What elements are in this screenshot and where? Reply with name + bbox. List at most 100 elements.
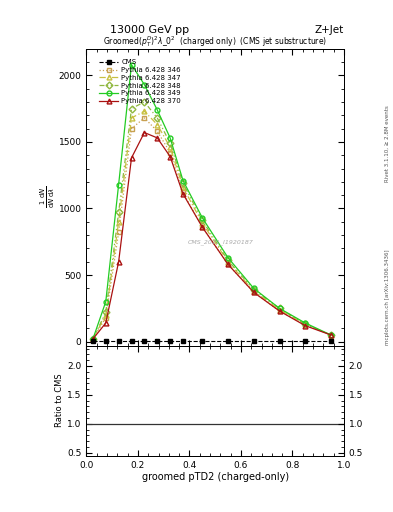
Pythia 6.428 348 [181, 180, 185, 186]
Pythia 6.428 346 [277, 308, 282, 314]
Pythia 6.428 370 [200, 224, 205, 230]
Pythia 6.428 370 [168, 154, 173, 160]
Pythia 6.428 348 [226, 258, 230, 264]
CMS [90, 338, 95, 344]
Line: Pythia 6.428 347: Pythia 6.428 347 [90, 109, 333, 342]
Pythia 6.428 346 [329, 332, 333, 338]
Pythia 6.428 346 [155, 128, 160, 134]
Text: mcplots.cern.ch [arXiv:1306.3436]: mcplots.cern.ch [arXiv:1306.3436] [385, 249, 390, 345]
Pythia 6.428 346 [181, 189, 185, 196]
Pythia 6.428 349 [181, 178, 185, 184]
Line: Pythia 6.428 370: Pythia 6.428 370 [90, 130, 333, 342]
Text: CMS_2021_I1920187: CMS_2021_I1920187 [187, 239, 253, 245]
Legend: CMS, Pythia 6.428 346, Pythia 6.428 347, Pythia 6.428 348, Pythia 6.428 349, Pyt: CMS, Pythia 6.428 346, Pythia 6.428 347,… [97, 58, 182, 105]
Line: Pythia 6.428 349: Pythia 6.428 349 [90, 62, 333, 342]
Pythia 6.428 347 [200, 220, 205, 226]
Y-axis label: $\frac{1}{\mathrm{d}N}\frac{\mathrm{d}N}{\mathrm{d}\lambda}$: $\frac{1}{\mathrm{d}N}\frac{\mathrm{d}N}… [39, 186, 57, 208]
Pythia 6.428 347 [329, 332, 333, 338]
CMS [277, 338, 282, 344]
Pythia 6.428 346 [142, 115, 147, 121]
Pythia 6.428 349 [129, 61, 134, 68]
Text: Rivet 3.1.10, ≥ 2.8M events: Rivet 3.1.10, ≥ 2.8M events [385, 105, 390, 182]
Pythia 6.428 349 [303, 320, 308, 326]
Line: Pythia 6.428 346: Pythia 6.428 346 [90, 116, 333, 342]
Pythia 6.428 346 [103, 315, 108, 321]
Pythia 6.428 370 [116, 259, 121, 265]
Pythia 6.428 348 [252, 287, 256, 293]
Pythia 6.428 370 [303, 323, 308, 329]
Pythia 6.428 346 [252, 289, 256, 295]
Pythia 6.428 370 [277, 308, 282, 314]
CMS [168, 338, 173, 344]
Pythia 6.428 347 [90, 336, 95, 342]
Title: Groomed$(p_T^D)^2\lambda\_0^2$  (charged only)  (CMS jet substructure): Groomed$(p_T^D)^2\lambda\_0^2$ (charged … [103, 34, 327, 49]
Pythia 6.428 346 [168, 150, 173, 156]
CMS [142, 338, 147, 344]
Pythia 6.428 347 [252, 288, 256, 294]
Pythia 6.428 349 [226, 254, 230, 261]
Pythia 6.428 349 [90, 336, 95, 342]
Pythia 6.428 370 [226, 261, 230, 267]
Pythia 6.428 348 [277, 305, 282, 311]
Pythia 6.428 346 [303, 322, 308, 328]
CMS [226, 338, 230, 344]
Pythia 6.428 347 [303, 322, 308, 328]
CMS [155, 338, 160, 344]
Pythia 6.428 346 [129, 125, 134, 132]
CMS [116, 338, 121, 344]
Y-axis label: Ratio to CMS: Ratio to CMS [55, 374, 64, 428]
Pythia 6.428 347 [116, 219, 121, 225]
CMS [303, 338, 308, 344]
Pythia 6.428 349 [116, 181, 121, 187]
Line: CMS: CMS [90, 338, 333, 344]
Pythia 6.428 346 [90, 336, 95, 342]
Pythia 6.428 347 [226, 259, 230, 265]
Pythia 6.428 370 [181, 191, 185, 197]
Pythia 6.428 348 [116, 209, 121, 216]
Pythia 6.428 370 [142, 130, 147, 136]
Text: 13000 GeV pp: 13000 GeV pp [110, 25, 189, 35]
Pythia 6.428 347 [155, 121, 160, 127]
Pythia 6.428 349 [200, 215, 205, 221]
Pythia 6.428 349 [168, 135, 173, 141]
Pythia 6.428 347 [129, 115, 134, 121]
Pythia 6.428 348 [155, 115, 160, 121]
Line: Pythia 6.428 348: Pythia 6.428 348 [90, 99, 333, 342]
Pythia 6.428 348 [90, 336, 95, 342]
Pythia 6.428 348 [142, 99, 147, 105]
Pythia 6.428 349 [142, 81, 147, 88]
CMS [129, 338, 134, 344]
Pythia 6.428 347 [103, 312, 108, 318]
Pythia 6.428 346 [226, 261, 230, 267]
Pythia 6.428 347 [142, 108, 147, 114]
CMS [181, 338, 185, 344]
CMS [200, 338, 205, 344]
Pythia 6.428 349 [252, 285, 256, 291]
CMS [252, 338, 256, 344]
Pythia 6.428 346 [200, 224, 205, 230]
X-axis label: groomed pTD2 (charged-only): groomed pTD2 (charged-only) [141, 472, 289, 482]
CMS [329, 338, 333, 344]
Pythia 6.428 370 [103, 320, 108, 326]
CMS [103, 338, 108, 344]
Pythia 6.428 347 [181, 184, 185, 190]
Pythia 6.428 348 [329, 332, 333, 338]
Pythia 6.428 348 [303, 322, 308, 328]
Pythia 6.428 348 [129, 105, 134, 112]
Pythia 6.428 346 [116, 229, 121, 236]
Pythia 6.428 370 [329, 332, 333, 338]
Pythia 6.428 347 [168, 144, 173, 151]
Pythia 6.428 347 [277, 307, 282, 313]
Pythia 6.428 348 [103, 309, 108, 315]
Pythia 6.428 349 [103, 298, 108, 305]
Pythia 6.428 349 [329, 332, 333, 338]
Pythia 6.428 349 [277, 305, 282, 311]
Pythia 6.428 348 [168, 140, 173, 146]
Pythia 6.428 370 [90, 336, 95, 342]
Pythia 6.428 370 [155, 135, 160, 141]
Pythia 6.428 370 [129, 155, 134, 161]
Text: Z+Jet: Z+Jet [315, 25, 344, 35]
Pythia 6.428 349 [155, 107, 160, 113]
Pythia 6.428 348 [200, 218, 205, 224]
Pythia 6.428 370 [252, 289, 256, 295]
